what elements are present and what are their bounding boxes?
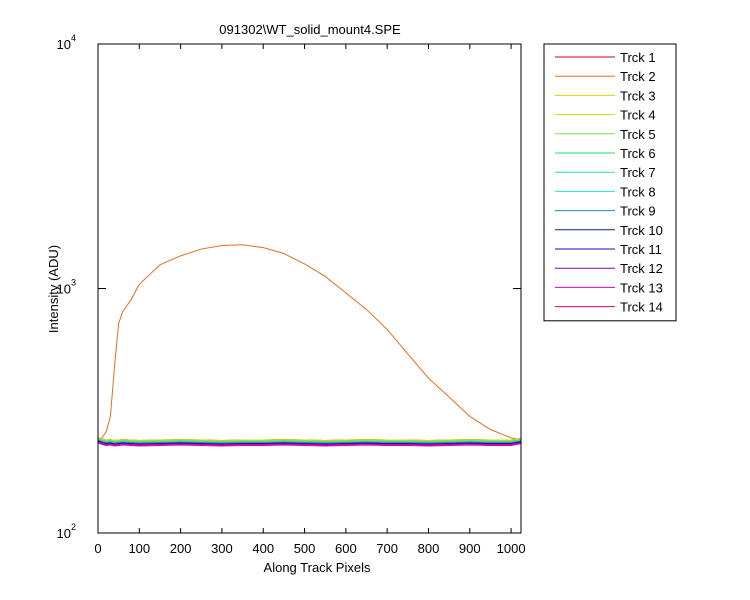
series-line <box>97 244 522 443</box>
legend-label: Trck 13 <box>620 280 663 295</box>
x-tick-label: 300 <box>211 541 233 556</box>
series-line <box>97 442 522 447</box>
chart-title: 091302\WT_solid_mount4.SPE <box>219 22 401 37</box>
legend-label: Trck 14 <box>620 300 663 315</box>
x-tick-label: 1000 <box>497 541 526 556</box>
legend-label: Trck 8 <box>620 184 656 199</box>
legend-label: Trck 7 <box>620 165 656 180</box>
legend-label: Trck 11 <box>620 242 662 257</box>
legend: Trck 1 Trck 2 Trck 3 Trck 4 Trck 5 Trck 6 Trck… <box>543 43 677 322</box>
legend-label: Trck 1 <box>620 50 656 65</box>
y-tick-base: 10 <box>57 37 71 52</box>
series-line <box>97 441 522 446</box>
x-tick-label: 100 <box>128 541 150 556</box>
y-tick-exponent: 4 <box>71 33 76 43</box>
y-tick-label: 104 <box>57 33 76 52</box>
x-tick-label: 700 <box>376 541 398 556</box>
series-line <box>97 440 522 445</box>
legend-label: Trck 2 <box>620 69 656 84</box>
series-line <box>97 437 522 442</box>
legend-label: Trck 5 <box>620 127 656 142</box>
legend-label: Trck 9 <box>620 204 656 219</box>
legend-label: Trck 12 <box>620 261 663 276</box>
x-tick-label: 800 <box>418 541 440 556</box>
y-tick-exponent: 2 <box>71 522 76 532</box>
y-tick-exponent: 3 <box>71 278 76 288</box>
series-line <box>97 438 522 443</box>
y-tick-label: 102 <box>57 522 76 541</box>
series-line <box>97 439 522 444</box>
x-tick-label: 600 <box>335 541 357 556</box>
legend-box <box>543 43 677 322</box>
x-tick-label: 500 <box>294 541 316 556</box>
y-tick-base: 10 <box>57 282 71 297</box>
x-tick-label: 0 <box>94 541 101 556</box>
x-axis-label: Along Track Pixels <box>264 560 371 575</box>
legend-label: Trck 10 <box>620 223 663 238</box>
y-axis-label: Intensity (ADU) <box>46 245 61 333</box>
x-tick-label: 400 <box>252 541 274 556</box>
y-tick-label: 103 <box>57 278 76 297</box>
series-line <box>97 436 522 441</box>
legend-label: Trck 4 <box>620 108 656 123</box>
y-tick-base: 10 <box>57 526 71 541</box>
x-tick-label: 200 <box>170 541 192 556</box>
legend-label: Trck 3 <box>620 88 656 103</box>
x-tick-label: 900 <box>459 541 481 556</box>
legend-label: Trck 6 <box>620 146 656 161</box>
